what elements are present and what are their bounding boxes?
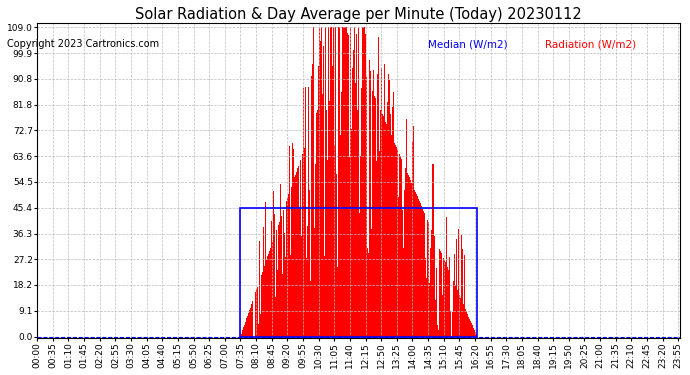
Title: Solar Radiation & Day Average per Minute (Today) 20230112: Solar Radiation & Day Average per Minute… — [135, 7, 582, 22]
Text: Copyright 2023 Cartronics.com: Copyright 2023 Cartronics.com — [7, 39, 159, 50]
Bar — [240, 208, 477, 337]
Text: Median (W/m2): Median (W/m2) — [428, 39, 507, 50]
Text: Radiation (W/m2): Radiation (W/m2) — [545, 39, 636, 50]
